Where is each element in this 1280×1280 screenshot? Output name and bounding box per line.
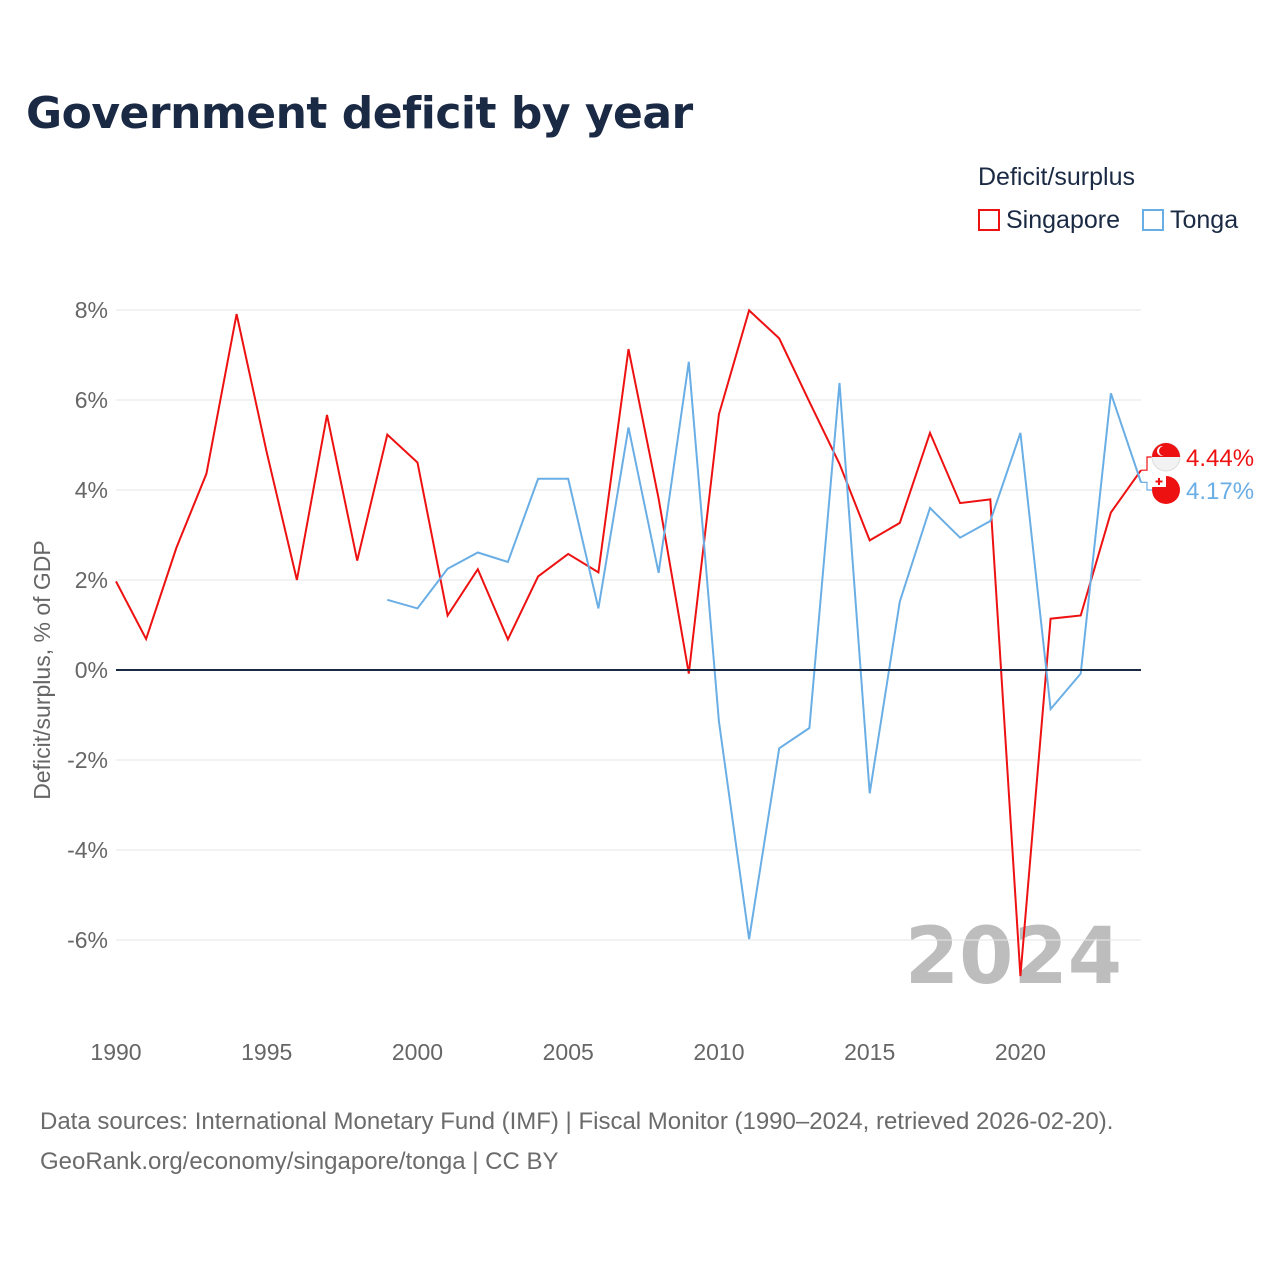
y-tick-label: -2% xyxy=(67,747,108,773)
legend-label-singapore: Singapore xyxy=(1006,205,1120,234)
y-tick-label: -6% xyxy=(67,927,108,953)
y-tick-label: 4% xyxy=(75,477,108,503)
legend-label-tonga: Tonga xyxy=(1170,205,1239,234)
y-tick-label: -4% xyxy=(67,837,108,863)
x-tick-label: 1995 xyxy=(241,1039,292,1065)
x-tick-label: 2010 xyxy=(693,1039,744,1065)
singapore-flag-crescent-cut xyxy=(1159,446,1169,456)
watermark-year: 2024 xyxy=(905,912,1122,1002)
x-tick-label: 2020 xyxy=(995,1039,1046,1065)
y-tick-label: 6% xyxy=(75,387,108,413)
series-line-singapore xyxy=(115,308,1142,977)
y-tick-label: 2% xyxy=(75,567,108,593)
x-tick-label: 2000 xyxy=(392,1039,443,1065)
y-tick-label: 0% xyxy=(75,657,108,683)
end-label-tonga: 4.17% xyxy=(1186,478,1254,505)
footer-sources: Data sources: International Monetary Fun… xyxy=(40,1108,1114,1135)
y-axis-title: Deficit/surplus, % of GDP xyxy=(29,540,55,799)
x-tick-label: 2005 xyxy=(543,1039,594,1065)
legend-swatch-tonga xyxy=(1142,209,1164,231)
chart-title: Government deficit by year xyxy=(26,88,693,139)
legend-item-tonga[interactable]: Tonga xyxy=(1142,205,1238,235)
end-connector-tonga xyxy=(1141,481,1152,491)
y-tick-label: 8% xyxy=(75,297,108,323)
x-tick-label: 2015 xyxy=(844,1039,895,1065)
end-connector-singapore xyxy=(1141,456,1152,471)
end-label-singapore: 4.44% xyxy=(1186,445,1254,472)
footer-credit: GeoRank.org/economy/singapore/tonga | CC… xyxy=(40,1148,559,1175)
legend-item-singapore[interactable]: Singapore xyxy=(978,205,1120,235)
legend-swatch-singapore xyxy=(978,209,1000,231)
series-line-tonga xyxy=(387,361,1142,940)
legend-title: Deficit/surplus xyxy=(978,163,1135,191)
tonga-flag-cross xyxy=(1155,478,1163,485)
x-tick-label: 1990 xyxy=(90,1039,141,1065)
